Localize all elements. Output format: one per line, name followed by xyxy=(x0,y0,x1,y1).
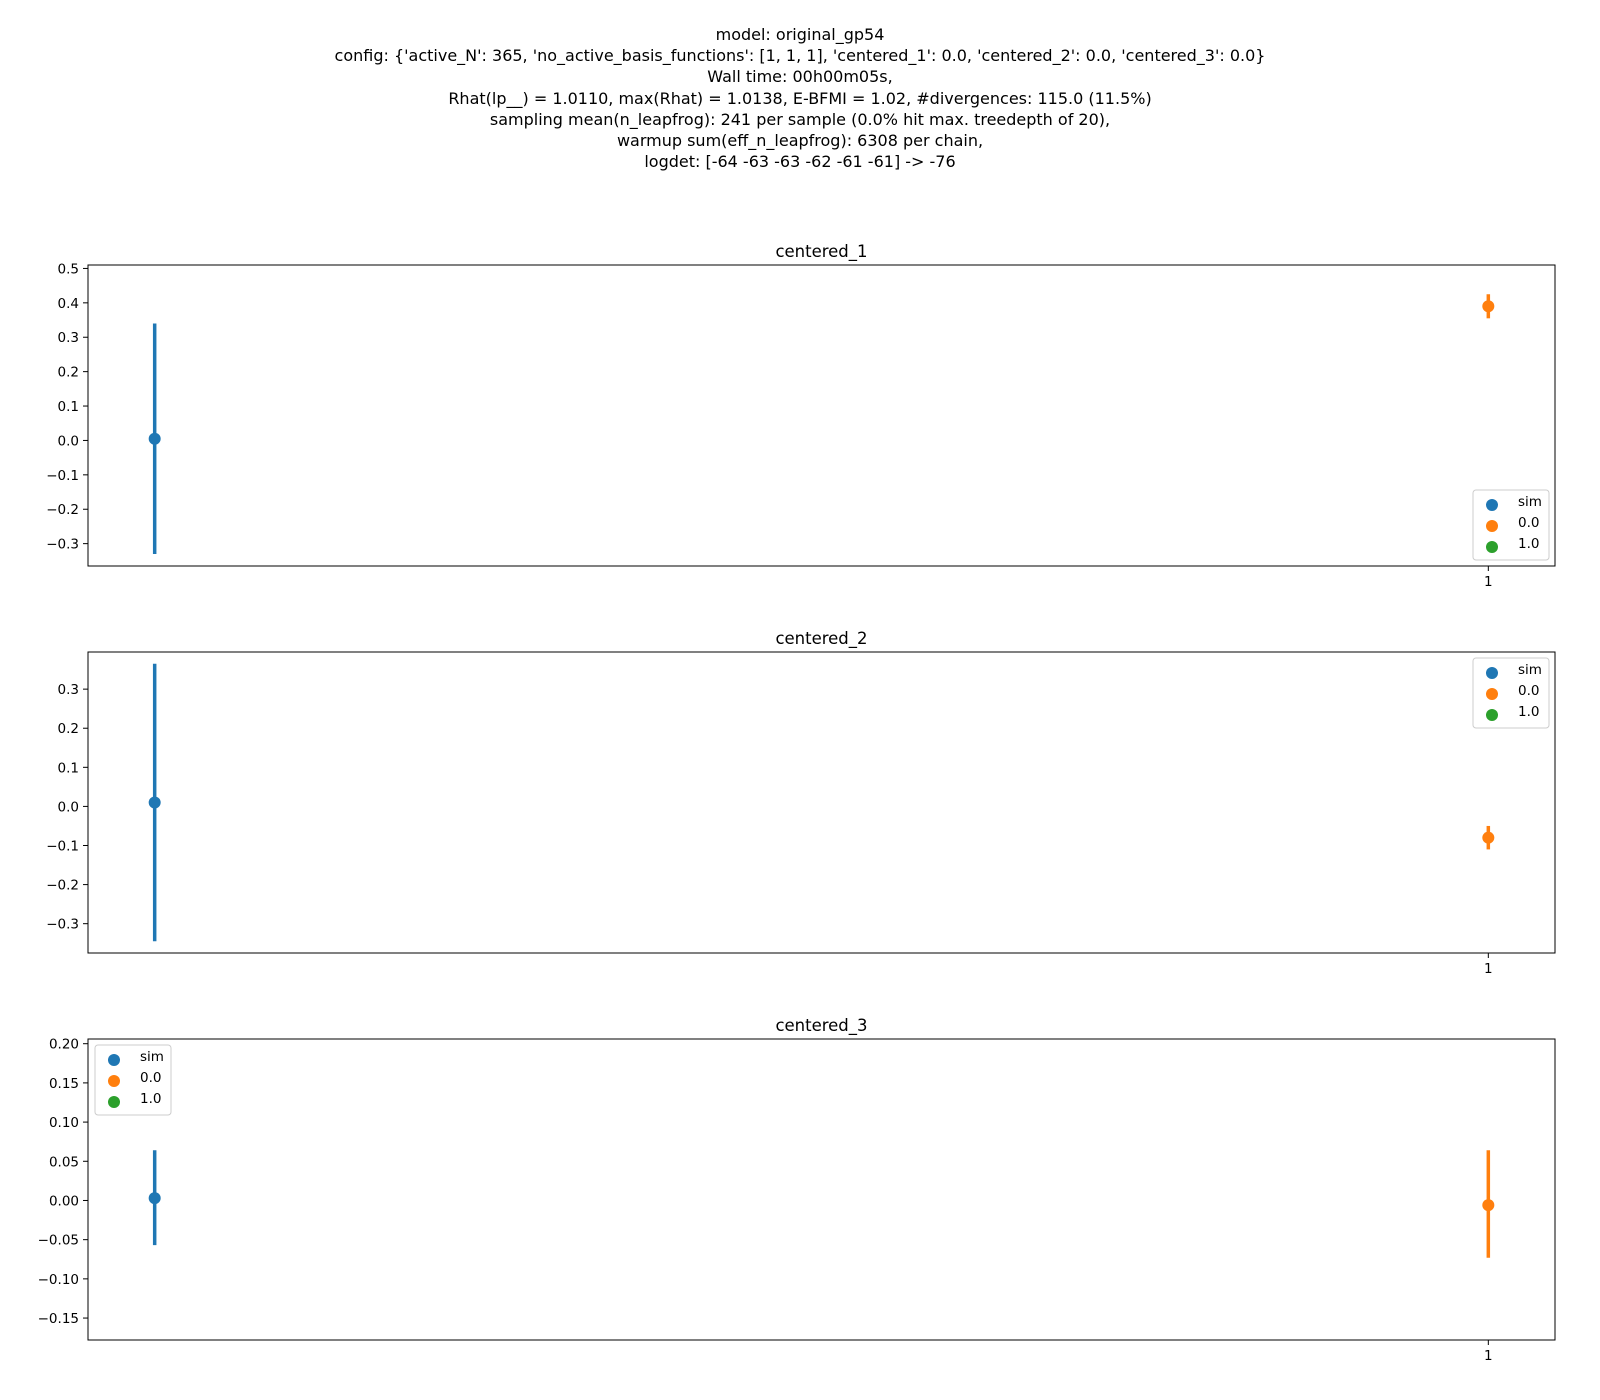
axes-frame xyxy=(87,1038,1556,1341)
axes-frame xyxy=(87,651,1556,954)
legend-label: 1.0 xyxy=(140,1091,161,1107)
y-tick-label: 0.3 xyxy=(58,682,79,698)
y-tick-label: 0.1 xyxy=(58,399,79,415)
y-tick-label: −0.2 xyxy=(46,878,79,894)
y-tick-label: 0.05 xyxy=(49,1154,79,1170)
legend-marker-1-0 xyxy=(108,1096,120,1108)
y-tick-label: −0.3 xyxy=(46,537,79,553)
x-tick-label: 1 xyxy=(1484,574,1493,590)
y-tick-label: 0.10 xyxy=(49,1115,79,1131)
data-point-sim xyxy=(148,796,161,809)
chart-title: centered_1 xyxy=(775,242,867,262)
suptitle-line-logdet: logdet: [-64 -63 -63 -62 -61 -61] -> -76 xyxy=(644,152,956,172)
chart-panel-1: centered_1 −0.3 −0.2 −0.1 0.0 0.1 0.2 0.3 0.4 0.5… xyxy=(46,242,1556,590)
legend-label: 0.0 xyxy=(1518,683,1539,699)
y-tick-label: −0.2 xyxy=(46,502,79,518)
chart-panel-3: centered_3 −0.15 −0.10 −0.05 0.00 0.05 0.10 0.1… xyxy=(38,1016,1556,1364)
data-point-0-0 xyxy=(1482,831,1495,844)
legend-label: 0.0 xyxy=(140,1070,161,1086)
legend: sim 0.0 1.0 xyxy=(94,1044,172,1116)
chart-panel-2: centered_2 −0.3 −0.2 −0.1 0.0 0.1 0.2 0.3 1 sim 0.… xyxy=(46,629,1556,977)
y-tick-label: −0.15 xyxy=(38,1311,79,1327)
y-tick-label: 0.0 xyxy=(58,433,79,449)
legend-label: 1.0 xyxy=(1518,704,1539,720)
legend-marker-sim xyxy=(108,1054,120,1066)
data-point-0-0 xyxy=(1482,1199,1495,1212)
x-tick-label: 1 xyxy=(1484,1348,1493,1364)
suptitle-line-sampling: sampling mean(n_leapfrog): 241 per sampl… xyxy=(489,109,1111,129)
suptitle-line-rhat: Rhat(lp__) = 1.0110, max(Rhat) = 1.0138,… xyxy=(448,88,1152,108)
y-tick-label: 0.3 xyxy=(58,330,79,346)
y-tick-label: 0.1 xyxy=(58,760,79,776)
suptitle-line-warmup: warmup sum(eff_n_leapfrog): 6308 per cha… xyxy=(616,131,984,151)
data-point-sim xyxy=(148,1192,161,1205)
legend-label: 1.0 xyxy=(1518,536,1539,552)
data-point-0-0 xyxy=(1482,300,1495,313)
figure-suptitle: model: original_gp54 config: {'active_N'… xyxy=(0,24,1600,172)
legend: sim 0.0 1.0 xyxy=(1472,657,1550,729)
legend-marker-0-0 xyxy=(108,1075,120,1087)
legend-marker-0-0 xyxy=(1486,520,1498,532)
y-tick-label: −0.05 xyxy=(38,1233,79,1249)
suptitle-line-model: model: original_gp54 xyxy=(715,25,885,44)
y-tick-label: 0.5 xyxy=(58,261,79,277)
y-tick-label: 0.2 xyxy=(58,721,79,737)
legend-marker-sim xyxy=(1486,499,1498,511)
axes-frame xyxy=(87,264,1556,567)
y-tick-label: −0.1 xyxy=(46,468,79,484)
legend-marker-sim xyxy=(1486,667,1498,679)
y-tick-label: −0.3 xyxy=(46,917,79,933)
y-tick-label: 0.4 xyxy=(58,296,79,312)
y-tick-label: −0.1 xyxy=(46,839,79,855)
legend-marker-0-0 xyxy=(1486,688,1498,700)
chart-title: centered_3 xyxy=(775,1016,867,1036)
legend-marker-1-0 xyxy=(1486,541,1498,553)
legend: sim 0.0 1.0 xyxy=(1472,489,1550,561)
legend-marker-1-0 xyxy=(1486,709,1498,721)
data-point-sim xyxy=(148,432,161,445)
y-tick-label: 0.20 xyxy=(49,1037,79,1053)
legend-label: sim xyxy=(1518,494,1542,510)
suptitle-line-config: config: {'active_N': 365, 'no_active_bas… xyxy=(334,46,1266,66)
legend-label: sim xyxy=(1518,662,1542,678)
chart-title: centered_2 xyxy=(775,629,867,649)
legend-label: sim xyxy=(140,1049,164,1065)
suptitle-line-walltime: Wall time: 00h00m05s, xyxy=(707,67,893,87)
x-tick-label: 1 xyxy=(1484,961,1493,977)
y-tick-label: 0.00 xyxy=(49,1193,79,1209)
y-tick-label: −0.10 xyxy=(38,1272,79,1288)
y-tick-label: 0.2 xyxy=(58,365,79,381)
legend-label: 0.0 xyxy=(1518,515,1539,531)
y-tick-label: 0.0 xyxy=(58,799,79,815)
y-tick-label: 0.15 xyxy=(49,1076,79,1092)
